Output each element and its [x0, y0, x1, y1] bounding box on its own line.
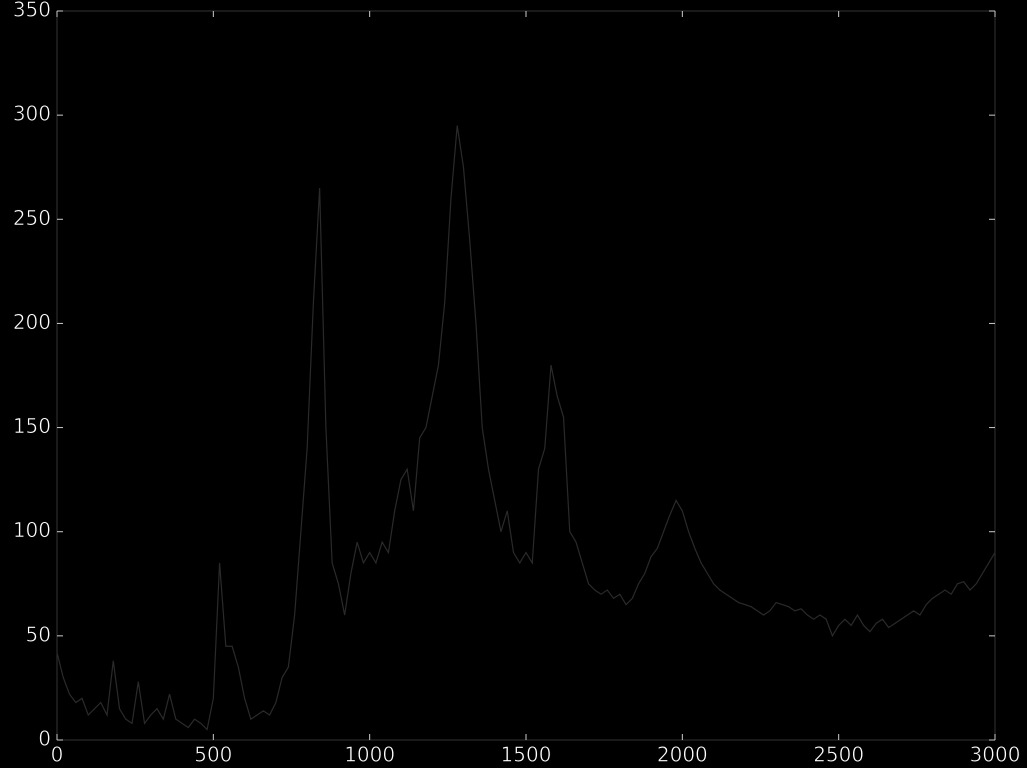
- y-tick-label: 250: [13, 206, 51, 230]
- x-tick-label: 2500: [813, 743, 864, 767]
- y-tick-label: 50: [26, 622, 51, 646]
- data-line: [56, 125, 996, 731]
- y-tick-label: 0: [38, 727, 51, 751]
- y-tick-label: 200: [13, 310, 51, 334]
- x-tick-label: 1500: [501, 743, 552, 767]
- x-tick-label: 500: [194, 743, 232, 767]
- y-tick-label: 300: [13, 102, 51, 126]
- y-tick-label: 350: [13, 0, 51, 22]
- y-tick-label: 100: [13, 518, 51, 542]
- x-tick-label: 1000: [344, 743, 395, 767]
- x-tick-label: 3000: [970, 743, 1021, 767]
- x-tick-label: 2000: [657, 743, 708, 767]
- x-tick-label: 0: [51, 743, 64, 767]
- y-tick-label: 150: [13, 414, 51, 438]
- plot-frame: [56, 10, 996, 741]
